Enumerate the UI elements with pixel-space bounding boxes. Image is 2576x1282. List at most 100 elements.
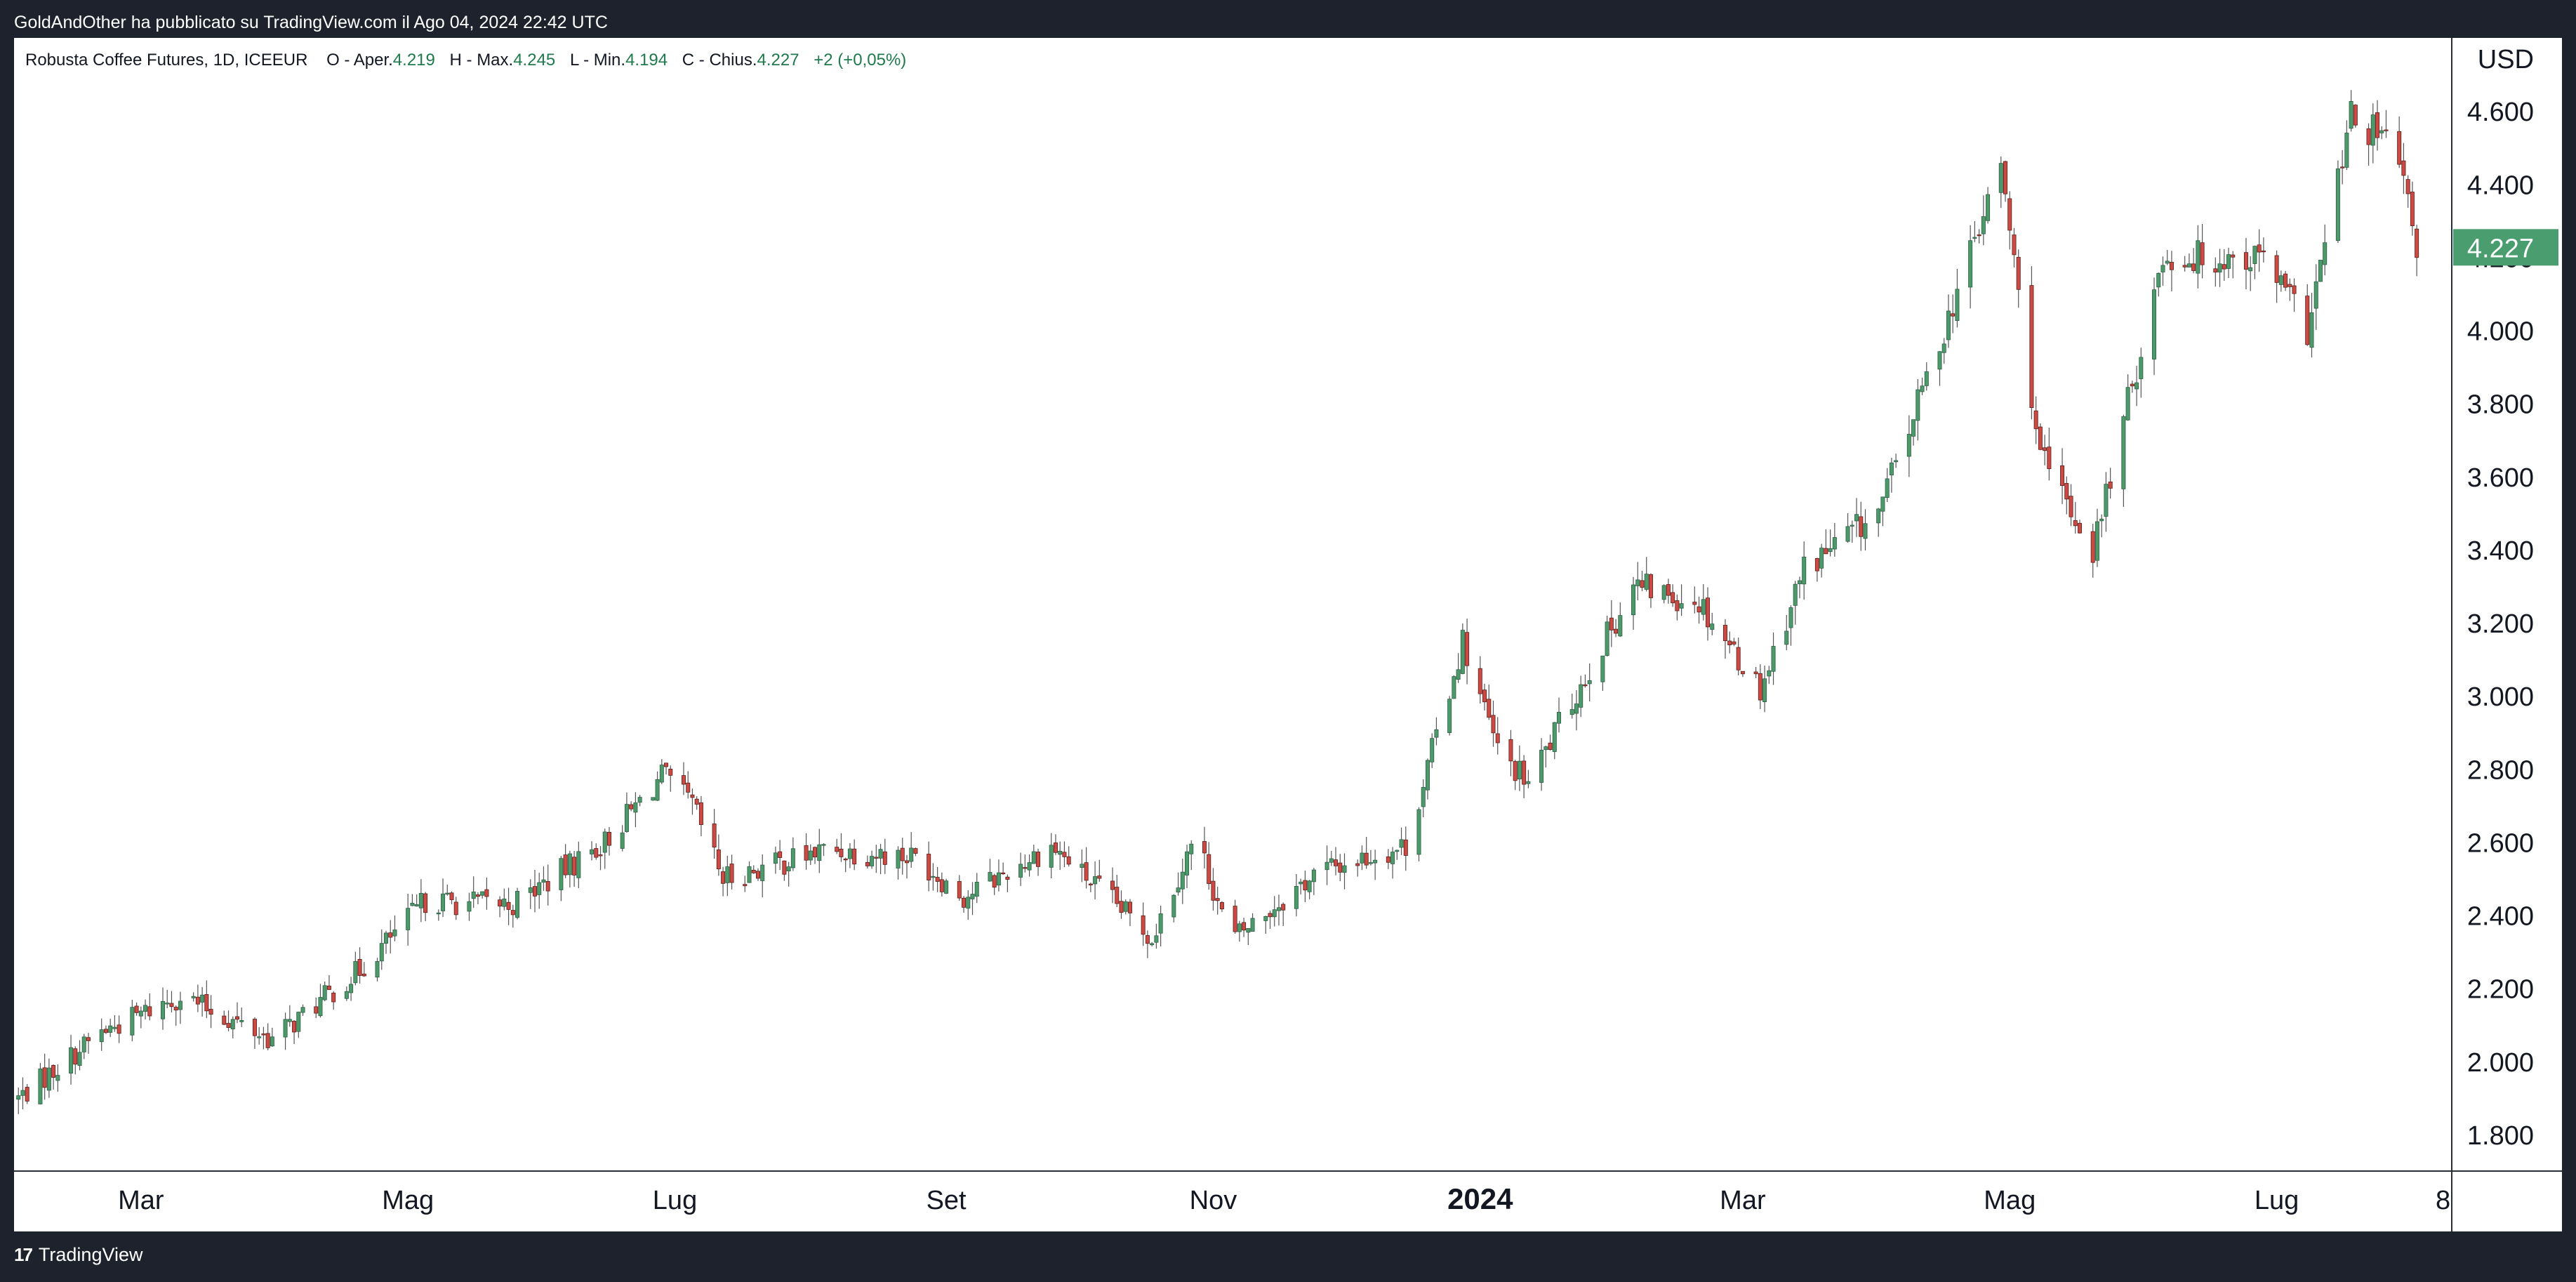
top-bar: GoldAndOther ha pubblicato su TradingVie… bbox=[0, 0, 2576, 38]
candle-body bbox=[1911, 419, 1916, 437]
candle-body bbox=[576, 851, 581, 878]
candle-body bbox=[77, 1052, 82, 1066]
candle-body bbox=[1093, 876, 1098, 885]
x-tick-label: Mag bbox=[1984, 1186, 2036, 1215]
candle-body bbox=[1797, 580, 1802, 584]
candle-body bbox=[2288, 284, 2292, 287]
candle-body bbox=[1924, 371, 1929, 386]
candle-body bbox=[480, 891, 485, 896]
candle-body bbox=[1219, 902, 1224, 910]
candle-body bbox=[2033, 410, 2038, 430]
candle-body bbox=[1557, 712, 1562, 724]
candle-body bbox=[659, 765, 664, 783]
high-value: 4.245 bbox=[513, 51, 556, 70]
candle-body bbox=[2323, 242, 2328, 265]
candle-body bbox=[1119, 901, 1124, 913]
candle-body bbox=[2335, 168, 2340, 242]
candle-body bbox=[590, 849, 595, 854]
candle-body bbox=[55, 1075, 60, 1081]
candle-body bbox=[1154, 935, 1159, 943]
candle-body bbox=[204, 994, 209, 1012]
candle-body bbox=[1758, 673, 1762, 701]
candle-body bbox=[913, 848, 918, 854]
candle-body bbox=[1722, 625, 1727, 642]
candle-body bbox=[698, 802, 703, 825]
candle-body bbox=[847, 848, 852, 859]
candle-body bbox=[882, 851, 887, 865]
chart-panel[interactable]: 1.800 2.000 2.200 2.400 2.600 2.800 3.000 3.200… bbox=[14, 38, 2562, 1231]
candle-body bbox=[1080, 864, 1084, 868]
candlestick-chart[interactable]: 1.800 2.000 2.200 2.400 2.600 2.800 3.000 3.200… bbox=[14, 38, 2562, 1231]
candle-body bbox=[2292, 285, 2297, 294]
candle-body bbox=[1202, 841, 1207, 854]
candle-body bbox=[786, 866, 791, 871]
candle-body bbox=[1425, 760, 1430, 791]
close-label: C - Chius. bbox=[682, 51, 757, 70]
candle-body bbox=[743, 884, 748, 887]
candle-body bbox=[2186, 263, 2191, 267]
candle-body bbox=[2318, 260, 2323, 282]
candle-body bbox=[1539, 749, 1544, 783]
candle-body bbox=[1517, 760, 1522, 779]
candle-body bbox=[1452, 676, 1456, 699]
candle-body bbox=[1311, 869, 1316, 883]
candle-body bbox=[173, 1007, 178, 1011]
candle-body bbox=[939, 879, 944, 892]
candle-body bbox=[314, 1006, 319, 1014]
candle-body bbox=[2344, 133, 2349, 168]
candle-body bbox=[1421, 787, 1426, 807]
candle-body bbox=[817, 844, 822, 861]
candle-body bbox=[1955, 289, 1960, 322]
candle-body bbox=[1171, 894, 1176, 918]
candle-body bbox=[1430, 738, 1435, 762]
candle-body bbox=[1487, 699, 1492, 718]
close-value: 4.227 bbox=[757, 51, 799, 70]
candle-body bbox=[147, 1006, 152, 1017]
candle-body bbox=[1097, 875, 1102, 879]
candle-body bbox=[2217, 263, 2222, 272]
candle-body bbox=[773, 852, 778, 864]
candle-body bbox=[874, 857, 879, 859]
candle-body bbox=[1640, 580, 1645, 588]
candle-body bbox=[436, 912, 441, 915]
candle-body bbox=[2353, 105, 2358, 126]
candle-body bbox=[1981, 216, 1986, 234]
y-tick-label: 3.200 bbox=[2467, 609, 2534, 639]
publisher-info: GoldAndOther ha pubblicato su TradingVie… bbox=[14, 13, 608, 32]
x-tick-label: Mar bbox=[118, 1186, 164, 1215]
candle-body bbox=[602, 831, 607, 853]
candle-body bbox=[2283, 273, 2288, 288]
candle-body bbox=[537, 882, 542, 895]
candle-body bbox=[2375, 112, 2380, 138]
candle-body bbox=[1692, 602, 1697, 605]
candle-body bbox=[1403, 839, 1408, 856]
candle-body bbox=[449, 892, 454, 900]
candle-body bbox=[712, 824, 717, 848]
candle-body bbox=[1946, 310, 1951, 341]
footer-bar: 17 TradingView bbox=[0, 1231, 2576, 1282]
candle-body bbox=[900, 847, 905, 861]
candle-body bbox=[208, 1009, 213, 1015]
candle-body bbox=[20, 1090, 25, 1096]
candle-body bbox=[559, 858, 564, 890]
candle-body bbox=[1906, 434, 1911, 457]
candle-body bbox=[1242, 922, 1247, 931]
candle-body bbox=[2278, 275, 2283, 285]
candle-body bbox=[694, 798, 699, 805]
candle-body bbox=[2379, 130, 2384, 133]
candle-body bbox=[2060, 465, 2065, 486]
candle-body bbox=[1916, 389, 1920, 421]
candle-body bbox=[414, 904, 419, 906]
candle-body bbox=[1920, 385, 1925, 392]
candle-body bbox=[970, 894, 975, 899]
low-value: 4.194 bbox=[625, 51, 668, 70]
candle-body bbox=[1364, 852, 1369, 866]
candle-body bbox=[606, 832, 611, 846]
tradingview-logo[interactable]: 17 TradingView bbox=[14, 1244, 143, 1266]
candle-body bbox=[1123, 901, 1128, 912]
candle-body bbox=[2047, 447, 2052, 470]
candle-body bbox=[392, 930, 397, 937]
symbol-name: Robusta Coffee Futures, 1D, ICEEUR bbox=[25, 51, 308, 70]
candle-body bbox=[73, 1048, 78, 1065]
candle-body bbox=[1574, 703, 1579, 714]
